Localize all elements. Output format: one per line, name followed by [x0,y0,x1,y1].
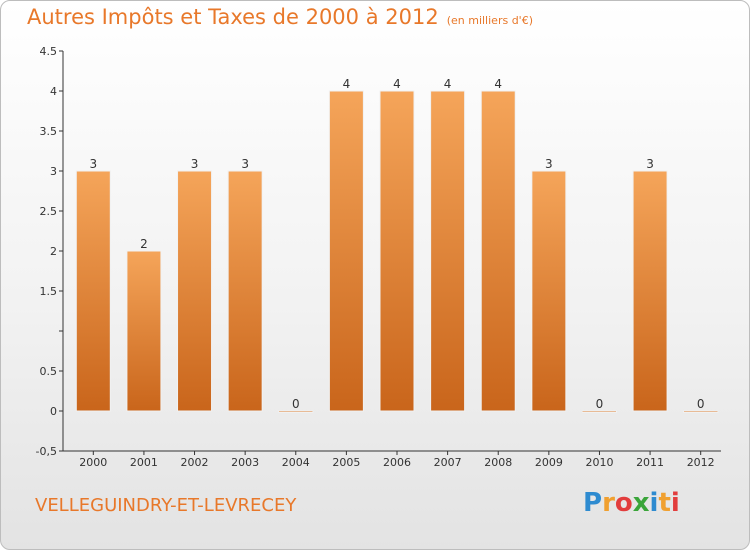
logo-letter: t [658,488,671,518]
y-tick-label: 0 [50,405,57,418]
y-tick-label: 3.5 [40,125,58,138]
y-tick-label: -0,5 [36,445,57,458]
data-label: 4 [444,77,452,91]
y-tick-label: 3 [50,165,57,178]
x-tick-label: 2003 [231,456,259,469]
x-tick-label: 2000 [79,456,107,469]
chart-title: Autres Impôts et Taxes de 2000 à 2012 (en… [27,5,533,29]
bar [278,410,314,413]
logo-letter: P [583,488,603,518]
x-tick-label: 2004 [282,456,310,469]
proxiti-logo[interactable]: Proxiti [583,488,680,518]
bar [683,410,719,413]
y-tick-label: 4 [50,85,57,98]
data-label: 0 [596,397,604,411]
chart-unit: (en milliers d'€) [446,14,533,27]
bar [581,410,617,413]
y-tick-label: 2.5 [40,205,58,218]
data-label: 0 [292,397,300,411]
x-tick-label: 2011 [636,456,664,469]
y-tick-label: 0.5 [40,365,58,378]
bar [531,170,567,412]
logo-letter: x [632,488,650,518]
x-tick-label: 2006 [383,456,411,469]
bar [75,170,111,412]
data-label: 0 [697,397,705,411]
x-tick-label: 2008 [484,456,512,469]
chart-title-text: Autres Impôts et Taxes de 2000 à 2012 [27,5,439,29]
bar [227,170,263,412]
data-label: 4 [343,77,351,91]
x-tick-label: 2001 [130,456,158,469]
x-tick-label: 2002 [181,456,209,469]
logo-letter: i [670,488,680,518]
commune-name: VELLEGUINDRY-ET-LEVRECEY [35,495,297,516]
data-label: 4 [393,77,401,91]
data-label: 3 [241,157,249,171]
data-label: 4 [494,77,502,91]
logo-letter: o [614,488,633,518]
bar [328,90,364,412]
x-tick-label: 2007 [434,456,462,469]
bar [632,170,668,412]
logo-letter: i [649,488,659,518]
data-label: 3 [545,157,553,171]
bar [126,250,162,412]
y-tick-label: 4.5 [40,45,58,58]
x-tick-label: 2005 [332,456,360,469]
bar [177,170,213,412]
x-tick-label: 2009 [535,456,563,469]
y-tick-label: 2 [50,245,57,258]
x-tick-label: 2010 [585,456,613,469]
data-label: 3 [191,157,199,171]
bar [430,90,466,412]
data-label: 3 [89,157,97,171]
x-tick-label: 2012 [687,456,715,469]
y-tick-label: 1.5 [40,285,58,298]
logo-letter: r [602,488,615,518]
data-label: 2 [140,237,148,251]
bar [480,90,516,412]
data-label: 3 [646,157,654,171]
bar [379,90,415,412]
